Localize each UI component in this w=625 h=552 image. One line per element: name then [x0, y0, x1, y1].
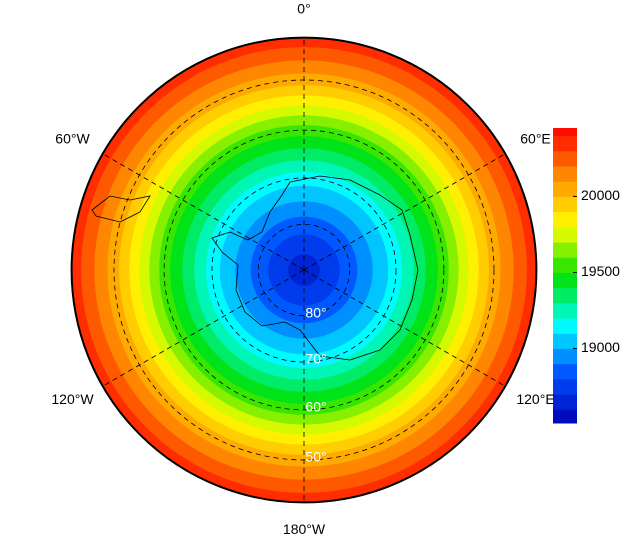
lon-label: 120°W [51, 391, 94, 407]
map-boundary [70, 36, 538, 504]
colorbar-band [553, 363, 577, 380]
colorbar-band [553, 333, 577, 349]
lat-label: 70° [305, 351, 326, 367]
colorbar-band [553, 272, 577, 289]
colorbar-band [553, 287, 577, 304]
colorbar-band [553, 242, 577, 258]
colorbar-band [553, 196, 577, 213]
coastline [91, 175, 419, 361]
graticule [102, 37, 506, 503]
lat-label: 80° [305, 304, 326, 320]
meridian [102, 269, 305, 387]
lon-label: 60°W [55, 130, 90, 146]
colorbar-band [553, 348, 577, 365]
colorbar-tick-label: 19000 [581, 339, 620, 355]
colorbar-band [553, 302, 577, 319]
meridian [303, 153, 506, 271]
lon-label: 180°W [283, 521, 326, 537]
colorbar-band [553, 150, 577, 167]
colorbar: 19000 19500 20000 [553, 128, 620, 424]
lon-label: 120°E [516, 391, 554, 407]
colorbar-band [553, 166, 577, 182]
parallel [211, 177, 397, 363]
colorbar-band [553, 211, 577, 228]
colorbar-tick-label: 19500 [581, 263, 620, 279]
colorbar-band [553, 378, 577, 395]
colorbar-band [553, 394, 577, 410]
meridian [102, 153, 305, 271]
colorbar-band [553, 181, 577, 197]
colorbar-band [553, 226, 577, 243]
parallel [163, 129, 445, 411]
parallel [257, 223, 351, 317]
colorbar-band [553, 128, 577, 137]
colorbar-band [553, 135, 577, 152]
meridian [303, 269, 506, 387]
lon-label: 60°E [520, 130, 551, 146]
lat-label: 60° [305, 399, 326, 415]
colorbar-tick-label: 20000 [581, 187, 620, 203]
lon-label: 0° [297, 0, 310, 16]
colorbar-band [553, 257, 577, 273]
lat-label: 50° [305, 449, 326, 465]
colorbar-band [553, 318, 577, 334]
parallel [113, 79, 495, 461]
colorbar-band [553, 409, 577, 424]
